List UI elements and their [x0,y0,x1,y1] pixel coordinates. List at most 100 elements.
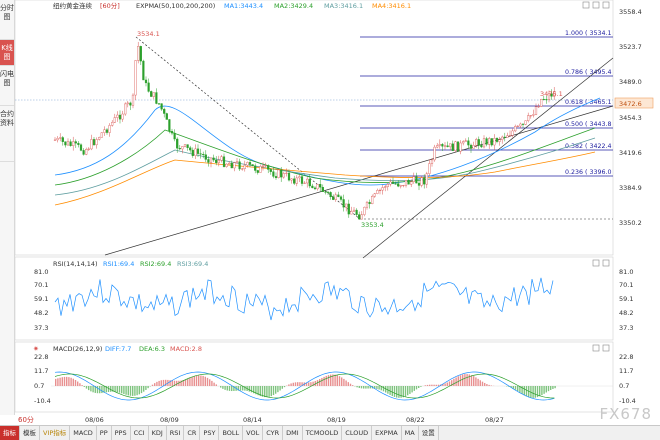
period-selector[interactable]: 60分 [0,415,38,426]
candle-body [495,138,499,142]
tab-tcmoold[interactable]: TCMOOLD [303,426,343,440]
layout-icon[interactable] [592,1,600,9]
rsi-settings-icon[interactable] [602,259,610,267]
macd-bar [325,375,327,386]
macd-bar [321,377,323,386]
macd-bar [173,380,176,386]
tab-macd[interactable]: MACD [70,426,97,440]
tab-cr[interactable]: CR [184,426,201,440]
tab-cyr[interactable]: CYR [263,426,284,440]
tab-boll[interactable]: BOLL [219,426,244,440]
candle-body [259,166,262,173]
macd-bar [268,386,270,397]
candle-body [550,93,553,97]
candle-body [222,156,226,167]
ma1-value: MA1:3443.4 [224,2,263,10]
macd-bar [215,384,217,386]
rsi-tick: 81.0 [34,268,48,276]
sidebar-item-kline[interactable]: K线图 [0,40,14,66]
macd-bar [319,379,321,386]
sidebar-item-timeshare[interactable]: 分时图 [0,0,14,40]
candle-body [170,131,174,134]
macd-bar [475,377,477,386]
rsi-close-icon[interactable] [592,259,600,267]
macd-bar [369,386,371,389]
macd-bar [385,386,387,393]
candle-body [77,142,80,145]
macd-bar [398,386,400,398]
candle-body [217,160,220,163]
macd-bar [299,382,301,386]
candle-body [95,139,98,146]
tab-rsi[interactable]: RSI [167,426,185,440]
tab-expma[interactable]: EXPMA [372,426,402,440]
tab-vol[interactable]: VOL [243,426,264,440]
macd-bar [356,386,358,388]
candle-body [368,201,371,205]
candle-body [108,125,111,133]
chart-svg[interactable]: 纽约黄金连续 [60分] EXPMA(50,100,200,200) MA1:3… [14,0,660,425]
expma-line-3 [54,137,596,196]
indicator-tab-bar: 指标 模板 VIP指标 MACD PP PPS CCI KDJ RSI CR P… [0,425,660,440]
candle-body [313,187,317,190]
macd-header-icons [592,344,610,352]
candle-body [92,139,96,146]
macd-close-icon[interactable] [592,344,600,352]
candle-body [350,211,353,215]
candle-body [269,169,272,172]
tab-kdj[interactable]: KDJ [149,426,167,440]
macd-bar [132,386,134,396]
candle-body [371,196,374,205]
tab-indicator[interactable]: 指标 [0,426,20,440]
settings-icon[interactable] [602,1,610,9]
candle-body [111,122,114,126]
macd-bar [147,386,149,389]
candle-body [482,138,486,148]
tab-cci[interactable]: CCI [131,426,149,440]
macd-bar [490,385,492,386]
draw-icon[interactable] [582,1,590,9]
chart-area[interactable]: 纽约黄金连续 [60分] EXPMA(50,100,200,200) MA1:3… [14,0,660,425]
tab-settings[interactable]: 设置 [419,426,439,440]
sidebar-item-contract-info[interactable]: 合约资料 [0,106,14,162]
macd-bar [90,386,92,392]
rsi-axis-right: 81.0 70.1 59.1 48.2 37.3 [619,268,633,332]
tab-template[interactable]: 模板 [20,426,40,440]
fib-label: 0.236 ( 3396.0 [565,169,612,176]
candle-body [248,162,252,165]
tab-cloud[interactable]: CLOUD [342,426,373,440]
macd-bar [312,381,314,386]
macd-dea: DEA:6.3 [139,345,165,353]
trendline-long[interactable] [104,105,614,256]
fib-label: 0.382 ( 3422.4 [565,143,612,150]
macd-settings-icon[interactable] [602,344,610,352]
fib-label: 0.500 ( 3443.8 [565,121,612,128]
candle-body [295,177,298,184]
tab-psy[interactable]: PSY [200,426,220,440]
price-tick: 3350.2 [619,219,642,227]
tab-ma[interactable]: MA [402,426,419,440]
tab-pps[interactable]: PPS [112,426,131,440]
macd-bar [429,384,431,386]
macd-bar [176,380,178,386]
trendline-channel[interactable] [362,57,614,259]
macd-bar [55,378,57,386]
candle-body [155,92,158,104]
macd-settings-glyph[interactable]: ✷ [33,345,39,353]
macd-bar [400,386,402,398]
tab-dmi[interactable]: DMI [283,426,303,440]
macd-bar [446,382,448,386]
macd-axis-right: 22.8 11.7 0.7 -10.4 [619,353,636,405]
macd-bar [519,386,521,393]
tab-pp[interactable]: PP [97,426,112,440]
candle-body [56,138,59,141]
macd-bar [165,379,167,386]
rsi-header-icons [592,259,610,267]
candle-body [306,178,309,184]
candle-body [311,185,314,189]
candle-body [298,176,301,179]
main-panel-frame [14,0,614,256]
sidebar-item-flash[interactable]: 闪电图 [0,66,14,106]
candle-body [456,141,460,152]
tab-vip[interactable]: VIP指标 [40,426,71,440]
